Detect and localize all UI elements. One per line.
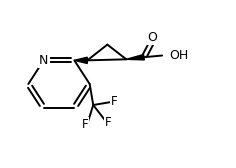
Text: F: F <box>111 95 118 108</box>
Polygon shape <box>74 57 87 64</box>
Text: F: F <box>105 116 112 129</box>
Text: F: F <box>82 118 88 131</box>
Text: N: N <box>39 54 48 67</box>
Polygon shape <box>126 54 144 60</box>
Text: O: O <box>147 31 157 44</box>
Text: OH: OH <box>169 49 189 62</box>
